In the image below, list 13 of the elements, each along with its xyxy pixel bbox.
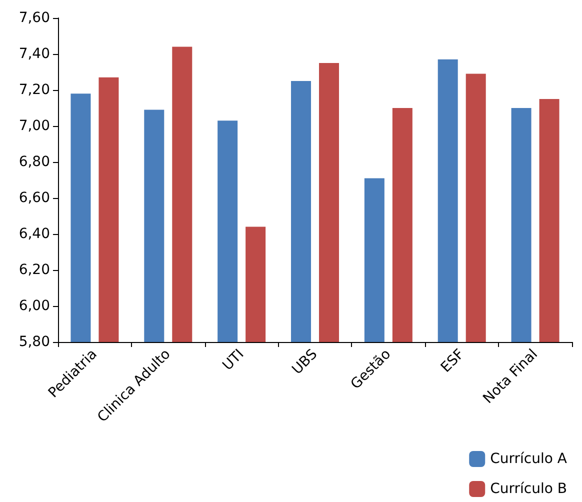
legend-label: Currículo A [490,451,568,467]
y-tick-label: 7,40 [18,46,50,62]
y-tick-label: 7,20 [18,82,50,98]
y-tick-label: 6,40 [18,226,50,242]
y-tick-label: 6,00 [18,298,50,314]
y-tick-label: 6,20 [18,262,50,278]
y-tick-label: 7,60 [18,10,50,26]
y-tick-label: 5,80 [18,334,50,350]
x-tick-label: UTI [220,346,248,374]
y-tick-label: 6,80 [18,154,50,170]
y-tick-label: 7,00 [18,118,50,134]
y-tick-label: 6,60 [18,190,50,206]
legend-label: Currículo B [490,481,568,497]
